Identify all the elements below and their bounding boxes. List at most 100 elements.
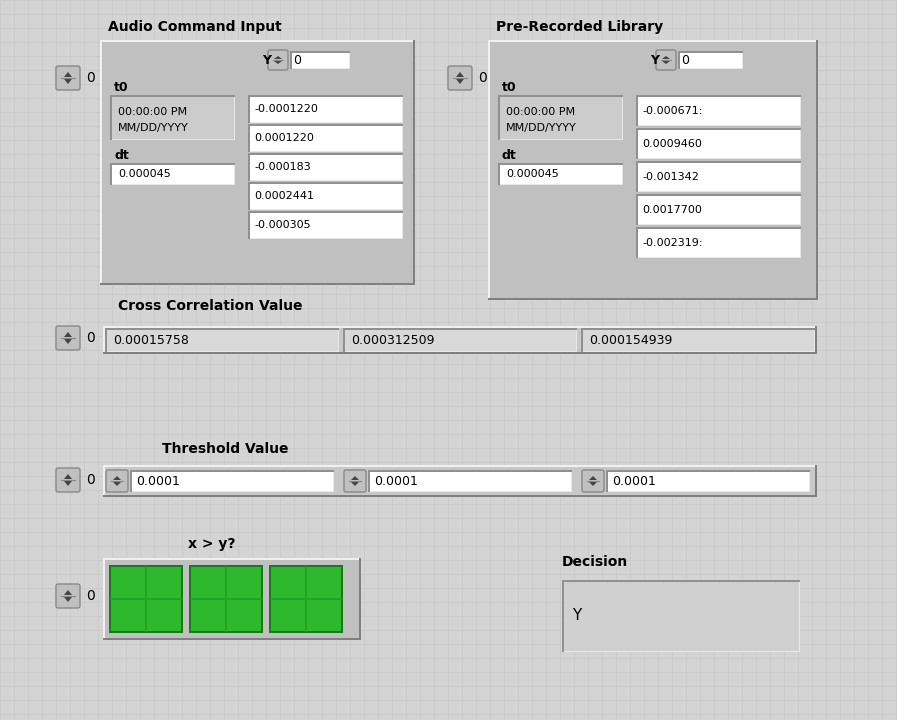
Bar — [636, 194, 801, 225]
Bar — [290, 51, 350, 69]
Polygon shape — [64, 332, 72, 337]
Bar — [100, 40, 102, 285]
Bar — [111, 164, 235, 185]
FancyBboxPatch shape — [448, 66, 472, 90]
Bar — [582, 330, 814, 351]
Bar — [103, 558, 105, 640]
Text: -0.002319:: -0.002319: — [642, 238, 702, 248]
Text: -0.000305: -0.000305 — [254, 220, 310, 230]
Bar — [271, 567, 341, 631]
Text: MM/DD/YYYY: MM/DD/YYYY — [118, 123, 188, 133]
Bar — [636, 95, 801, 126]
Polygon shape — [64, 72, 72, 77]
Text: t0: t0 — [502, 81, 517, 94]
Bar — [638, 163, 799, 191]
Bar — [111, 164, 233, 184]
Bar — [815, 465, 817, 497]
Text: Decision: Decision — [562, 555, 628, 569]
Text: 0: 0 — [478, 71, 487, 85]
FancyBboxPatch shape — [344, 470, 366, 492]
Polygon shape — [662, 56, 670, 59]
Bar — [191, 567, 261, 631]
Bar — [110, 95, 235, 140]
Bar — [359, 558, 361, 640]
Bar — [344, 330, 577, 352]
Bar — [638, 228, 799, 256]
Text: 0.00015758: 0.00015758 — [113, 333, 189, 346]
Text: 0.0017700: 0.0017700 — [642, 204, 701, 215]
Text: Threshold Value: Threshold Value — [162, 442, 289, 456]
Polygon shape — [351, 476, 359, 480]
Bar — [292, 53, 350, 69]
Bar — [107, 330, 339, 352]
Bar — [132, 472, 333, 490]
Bar — [680, 53, 742, 68]
Bar — [500, 164, 623, 185]
Bar — [269, 565, 343, 633]
Text: MM/DD/YYYY: MM/DD/YYYY — [506, 123, 577, 133]
Polygon shape — [113, 476, 121, 480]
Polygon shape — [64, 474, 72, 479]
Bar — [498, 95, 623, 140]
Text: 0.0009460: 0.0009460 — [642, 138, 701, 148]
Polygon shape — [589, 476, 597, 480]
Bar — [107, 330, 337, 351]
Bar — [248, 95, 403, 123]
Bar — [100, 40, 415, 42]
Bar — [563, 582, 798, 650]
Bar — [636, 227, 801, 258]
Text: Y: Y — [262, 53, 271, 66]
Polygon shape — [64, 590, 72, 595]
Bar — [103, 558, 361, 560]
Bar — [248, 153, 403, 181]
Bar — [638, 196, 799, 223]
Bar — [500, 164, 622, 184]
FancyBboxPatch shape — [656, 50, 676, 70]
Text: 00:00:00 PM: 00:00:00 PM — [506, 107, 575, 117]
Bar — [370, 472, 572, 492]
Bar — [103, 465, 817, 497]
Text: 0.000312509: 0.000312509 — [351, 333, 434, 346]
Bar — [638, 130, 801, 159]
Text: Y: Y — [650, 53, 659, 66]
Text: 0.0001: 0.0001 — [136, 474, 180, 487]
Bar — [103, 326, 817, 354]
Bar — [638, 96, 801, 126]
Bar — [638, 196, 801, 225]
Text: x > y?: x > y? — [188, 537, 236, 551]
Polygon shape — [662, 61, 670, 64]
Polygon shape — [64, 339, 72, 344]
Text: t0: t0 — [114, 81, 128, 94]
Text: -0.000183: -0.000183 — [254, 162, 310, 172]
FancyBboxPatch shape — [56, 326, 80, 350]
Bar — [100, 283, 415, 285]
Text: 0: 0 — [86, 331, 95, 345]
Bar — [563, 582, 800, 652]
Bar — [678, 51, 743, 69]
Polygon shape — [64, 79, 72, 84]
Bar — [344, 330, 576, 351]
Text: 0.0001: 0.0001 — [612, 474, 656, 487]
Bar — [292, 53, 349, 68]
Bar — [103, 465, 817, 467]
Bar — [249, 184, 402, 209]
Bar — [370, 472, 570, 490]
Bar — [488, 40, 490, 300]
Text: 0: 0 — [86, 589, 95, 603]
Text: 0: 0 — [86, 71, 95, 85]
FancyBboxPatch shape — [268, 50, 288, 70]
Bar — [500, 96, 623, 140]
Polygon shape — [64, 481, 72, 486]
Bar — [103, 326, 817, 328]
Bar — [248, 211, 403, 239]
Bar — [249, 212, 403, 239]
Text: 00:00:00 PM: 00:00:00 PM — [118, 107, 187, 117]
Bar — [582, 330, 815, 352]
Bar — [368, 470, 572, 492]
Bar — [638, 163, 801, 192]
Polygon shape — [456, 72, 464, 77]
Text: Pre-Recorded Library: Pre-Recorded Library — [496, 20, 663, 34]
Bar — [562, 580, 800, 652]
Text: 0.000045: 0.000045 — [118, 169, 170, 179]
Text: 0.0001220: 0.0001220 — [254, 133, 314, 143]
